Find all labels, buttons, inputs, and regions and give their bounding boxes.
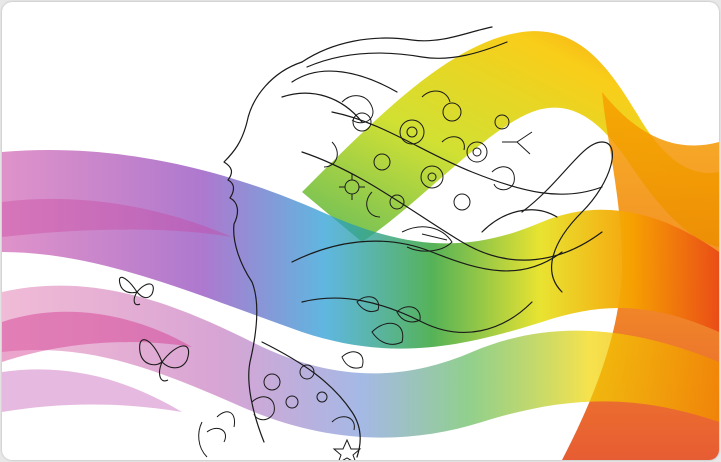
woman-profile-drawing xyxy=(223,26,613,458)
butterfly-icon xyxy=(139,339,190,382)
star-icon xyxy=(332,438,362,460)
rainbow-ribbon-lower xyxy=(2,285,719,438)
leaf-icon xyxy=(371,322,404,345)
ornament-cluster xyxy=(323,90,533,252)
rainbow-ribbon-top xyxy=(302,31,719,247)
rainbow-ribbon-main xyxy=(2,150,719,349)
rainbow-ribbon-magenta xyxy=(2,198,232,237)
butterfly-icon xyxy=(118,276,154,306)
floral-ornaments xyxy=(198,174,421,460)
